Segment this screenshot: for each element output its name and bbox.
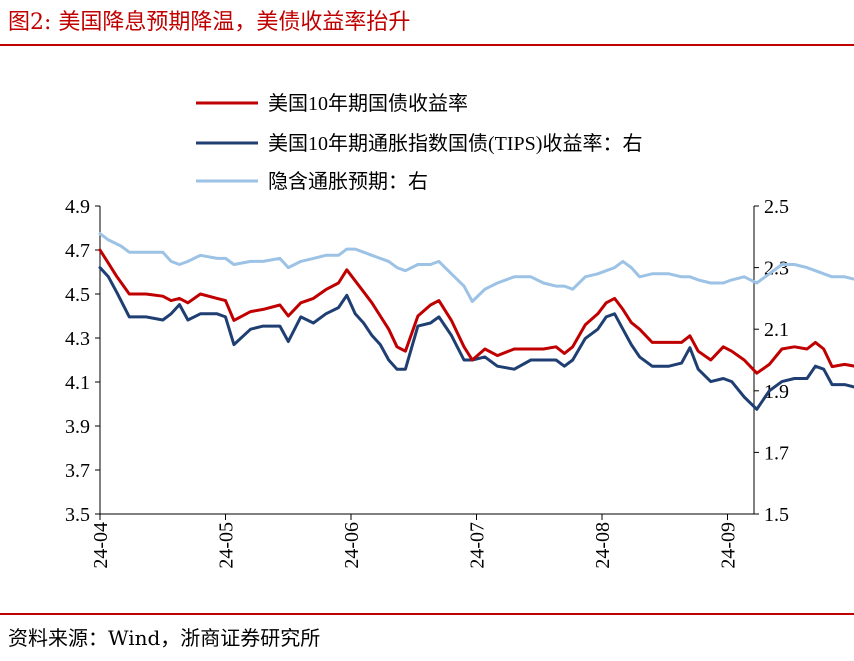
right-axis-tick-label: 1.7	[764, 442, 789, 464]
right-axis-tick-label: 1.5	[764, 504, 789, 526]
source-note: 资料来源：Wind，浙商证券研究所	[8, 626, 321, 650]
legend-label-1: 美国10年期通胀指数国债(TIPS)收益率：右	[268, 132, 642, 155]
chart-legend: 美国10年期国债收益率美国10年期通胀指数国债(TIPS)收益率：右隐含通胀预期…	[196, 92, 642, 193]
left-axis-tick-label: 4.5	[65, 284, 90, 306]
left-axis-tick-label: 3.5	[65, 504, 90, 526]
left-axis-tick-label: 4.9	[65, 196, 90, 218]
left-axis-tick-label: 3.7	[65, 460, 90, 482]
left-axis-tick-label: 3.9	[65, 416, 90, 438]
series-line-0	[98, 248, 854, 375]
x-axis-tick-label: 24-08	[592, 522, 614, 569]
chart-axes: 3.53.73.94.14.34.54.74.91.51.71.92.12.32…	[65, 196, 789, 569]
x-axis-tick-label: 24-04	[90, 522, 112, 569]
legend-label-0: 美国10年期国债收益率	[268, 92, 468, 115]
right-axis-tick-label: 2.1	[764, 319, 789, 341]
source-divider	[0, 613, 854, 615]
series-layer	[98, 232, 854, 411]
x-axis-tick-label: 24-09	[718, 522, 740, 569]
figure-title: 图2: 美国降息预期降温，美债收益率抬升	[8, 10, 411, 35]
right-axis-tick-label: 2.5	[764, 196, 789, 218]
series-line-1	[98, 266, 854, 411]
series-line-2	[98, 232, 854, 303]
left-axis-tick-label: 4.7	[65, 240, 90, 262]
right-axis-tick-label: 1.9	[764, 381, 789, 403]
title-divider	[0, 44, 854, 46]
x-axis-tick-label: 24-06	[341, 522, 363, 569]
x-axis-tick-label: 24-05	[216, 522, 238, 569]
left-axis-tick-label: 4.3	[65, 328, 90, 350]
x-axis-tick-label: 24-07	[467, 522, 489, 569]
left-axis-tick-label: 4.1	[65, 372, 90, 394]
legend-label-2: 隐含通胀预期：右	[268, 170, 428, 193]
